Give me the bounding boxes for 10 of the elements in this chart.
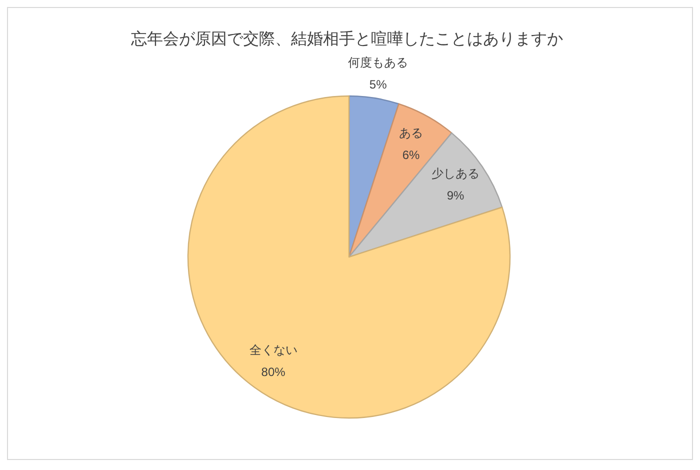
slice-label: 全くない <box>249 343 298 358</box>
data-label: 80% <box>261 365 286 380</box>
slice-label: 少しある <box>432 166 480 181</box>
chart-title: 忘年会が原因で交際、結婚相手と喧嘩したことはありますか <box>131 30 563 48</box>
data-label: 6% <box>402 148 420 162</box>
slice-label: 何度もある <box>348 55 408 70</box>
data-label: 5% <box>369 77 388 92</box>
slice-label: ある <box>399 126 424 140</box>
pie-slice <box>187 95 510 418</box>
data-label: 9% <box>446 188 465 203</box>
